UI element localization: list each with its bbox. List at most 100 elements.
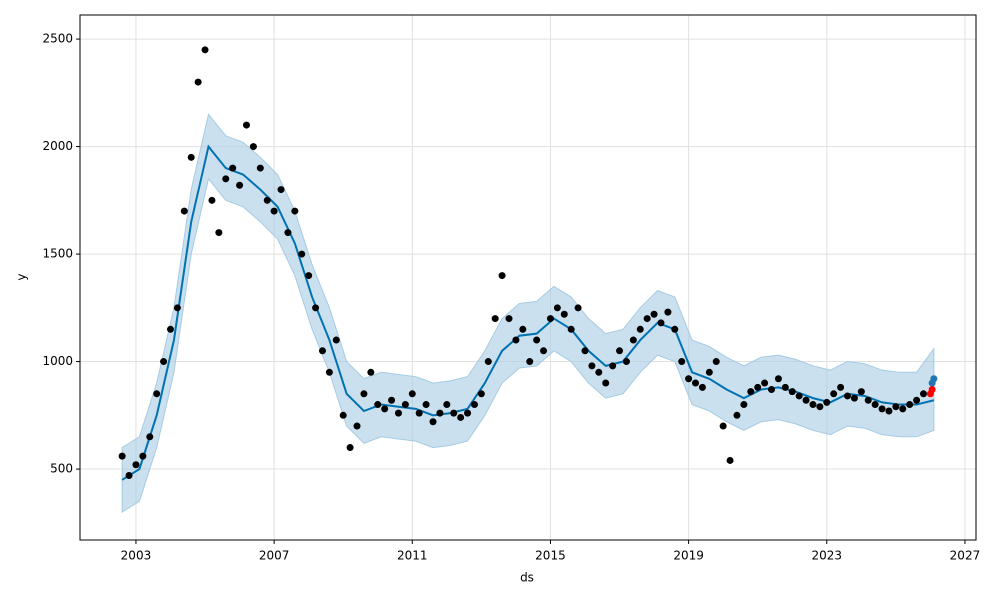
x-tick-label: 2003 (121, 549, 152, 563)
data-point (201, 46, 209, 54)
data-point (540, 347, 548, 355)
data-point (146, 433, 154, 441)
data-point (629, 336, 637, 344)
data-point (788, 388, 796, 396)
data-point (795, 392, 803, 400)
data-point (928, 386, 936, 394)
data-point (353, 422, 361, 430)
data-point (657, 319, 665, 327)
data-point (740, 401, 748, 409)
data-point (913, 396, 921, 404)
data-point (312, 304, 320, 312)
data-point (332, 336, 340, 344)
data-point (505, 315, 513, 323)
data-point (533, 336, 541, 344)
data-point (574, 304, 582, 312)
data-point (401, 401, 409, 409)
data-point (422, 401, 430, 409)
data-point (153, 390, 161, 398)
data-point (609, 362, 617, 370)
data-point (457, 413, 465, 421)
data-point (270, 207, 278, 215)
data-point (180, 207, 188, 215)
data-point (754, 383, 762, 391)
x-tick-label: 2015 (535, 549, 566, 563)
data-point (678, 358, 686, 366)
data-point (878, 405, 886, 413)
data-point (132, 461, 140, 469)
data-point (809, 401, 817, 409)
data-point (567, 325, 575, 333)
data-point (491, 315, 499, 323)
data-point (339, 411, 347, 419)
data-point (664, 308, 672, 316)
data-point (616, 347, 624, 355)
data-point (173, 304, 181, 312)
data-point (222, 175, 230, 183)
data-point (643, 315, 651, 323)
data-point (305, 272, 313, 280)
data-point (450, 409, 458, 417)
data-point (546, 315, 554, 323)
data-point (318, 347, 326, 355)
data-point (298, 250, 306, 258)
data-point (498, 272, 506, 280)
data-point (823, 398, 831, 406)
data-point (871, 401, 879, 409)
data-point (906, 401, 914, 409)
data-point (256, 164, 264, 172)
data-point (367, 368, 375, 376)
data-point (733, 411, 741, 419)
data-point (892, 403, 900, 411)
data-point (802, 396, 810, 404)
data-point (464, 409, 472, 417)
data-point (166, 325, 174, 333)
data-point (470, 401, 478, 409)
data-point (837, 383, 845, 391)
data-point (394, 409, 402, 417)
data-point (346, 444, 354, 452)
data-point (408, 390, 416, 398)
y-tick-label: 2500 (42, 32, 73, 46)
data-point (519, 325, 527, 333)
x-tick-label: 2023 (812, 549, 843, 563)
data-point (636, 325, 644, 333)
data-point (284, 229, 292, 237)
data-point (415, 409, 423, 417)
y-tick-label: 2000 (42, 139, 73, 153)
data-point (712, 358, 720, 366)
data-point (139, 452, 147, 460)
data-point (388, 396, 396, 404)
data-point (187, 153, 195, 161)
data-point (622, 358, 630, 366)
data-point (864, 396, 872, 404)
data-point (761, 379, 769, 387)
data-point (160, 358, 168, 366)
data-point (768, 386, 776, 394)
data-point (277, 186, 285, 194)
data-point (194, 78, 202, 86)
data-point (526, 358, 534, 366)
x-tick-label: 2007 (259, 549, 290, 563)
data-point (850, 394, 858, 402)
data-point (719, 422, 727, 430)
x-tick-label: 2011 (397, 549, 428, 563)
data-point (650, 310, 658, 318)
uncertainty-band (121, 113, 935, 513)
data-point (125, 472, 133, 480)
data-point (443, 401, 451, 409)
data-point (602, 379, 610, 387)
data-point (747, 388, 755, 396)
y-tick-label: 1500 (42, 247, 73, 261)
data-point (930, 375, 938, 383)
data-point (215, 229, 223, 237)
y-tick-label: 1000 (42, 354, 73, 368)
data-point (374, 401, 382, 409)
data-point (484, 358, 492, 366)
x-tick-label: 2027 (950, 549, 981, 563)
data-point (263, 196, 271, 204)
data-point (291, 207, 299, 215)
data-point (830, 390, 838, 398)
data-point (685, 375, 693, 383)
